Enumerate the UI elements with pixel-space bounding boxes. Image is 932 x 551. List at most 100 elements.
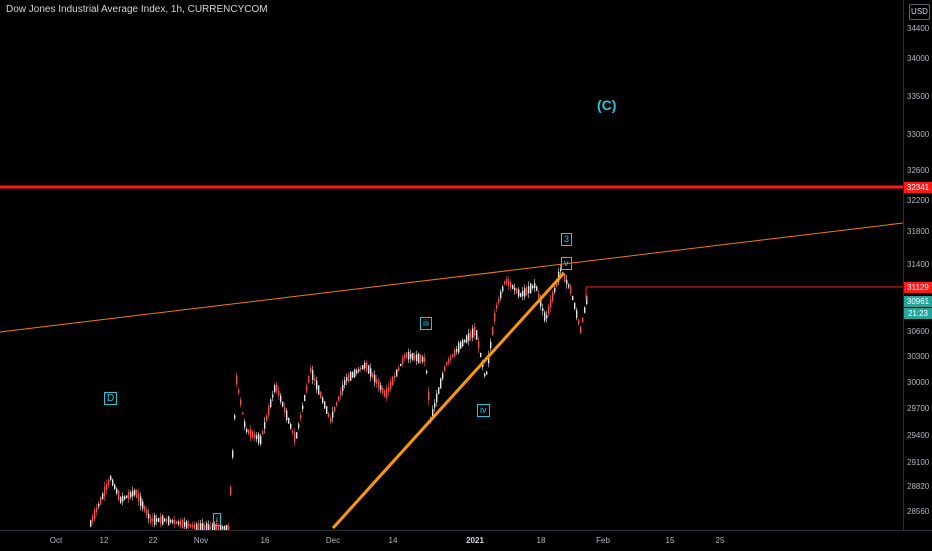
channel-line[interactable] bbox=[0, 222, 904, 333]
candle-body bbox=[324, 401, 326, 409]
candle-body bbox=[536, 286, 538, 291]
candle-body bbox=[92, 516, 94, 522]
candle-body bbox=[174, 519, 176, 525]
candle-body bbox=[470, 331, 472, 339]
candle-body bbox=[494, 312, 496, 322]
candle-body bbox=[116, 488, 118, 494]
candle-body bbox=[370, 368, 372, 377]
price-tick: 30300 bbox=[907, 352, 930, 361]
price-tick: 31400 bbox=[907, 260, 930, 269]
candle-body bbox=[114, 484, 116, 490]
candle-body bbox=[486, 371, 488, 375]
candle-body bbox=[336, 402, 338, 406]
candle-body bbox=[164, 518, 166, 522]
candle-body bbox=[338, 396, 340, 401]
candle-body bbox=[206, 523, 208, 533]
candle-body bbox=[178, 521, 180, 525]
time-axis[interactable] bbox=[0, 530, 932, 551]
candle-body bbox=[258, 433, 260, 444]
candle-body bbox=[168, 516, 170, 526]
candle-body bbox=[454, 349, 456, 357]
candle-body bbox=[566, 279, 568, 285]
candle-body bbox=[420, 355, 422, 363]
wave-label-iii: iii bbox=[420, 317, 432, 330]
time-tick: 2021 bbox=[466, 536, 484, 545]
candle-body bbox=[230, 487, 232, 495]
candle-body bbox=[204, 525, 206, 531]
price-tick: 32600 bbox=[907, 166, 930, 175]
candle-body bbox=[210, 526, 212, 530]
candle-body bbox=[570, 286, 572, 294]
candle-body bbox=[436, 393, 438, 403]
candle-body bbox=[526, 287, 528, 295]
candle-body bbox=[450, 356, 452, 360]
candle-body bbox=[386, 388, 388, 398]
candle-body bbox=[144, 506, 146, 512]
candle-body bbox=[330, 417, 332, 423]
candle-body bbox=[350, 371, 352, 381]
trend-line[interactable] bbox=[331, 271, 566, 530]
candle-body bbox=[234, 415, 236, 419]
price-tick: 34000 bbox=[907, 54, 930, 63]
candle-body bbox=[294, 432, 296, 443]
candle-body bbox=[544, 312, 546, 321]
candle-body bbox=[474, 326, 476, 336]
candle-body bbox=[576, 310, 578, 318]
candle-body bbox=[160, 516, 162, 524]
candle-body bbox=[484, 373, 486, 377]
candle-body bbox=[366, 362, 368, 371]
candle-body bbox=[348, 374, 350, 382]
candle-body bbox=[290, 423, 292, 429]
candle-body bbox=[488, 354, 490, 364]
candle-body bbox=[154, 515, 156, 525]
candle-body bbox=[310, 367, 312, 373]
candle-body bbox=[444, 366, 446, 372]
candle-body bbox=[490, 341, 492, 349]
candle-body bbox=[572, 295, 574, 301]
candle-body bbox=[180, 520, 182, 527]
currency-button[interactable]: USD bbox=[909, 4, 930, 20]
candle-body bbox=[512, 285, 514, 289]
candle-body bbox=[434, 403, 436, 408]
candle-body bbox=[368, 365, 370, 374]
candle-body bbox=[134, 489, 136, 496]
candle-body bbox=[356, 370, 358, 374]
candle-body bbox=[406, 352, 408, 359]
time-tick: Feb bbox=[596, 536, 610, 545]
candle-body bbox=[272, 394, 274, 398]
candle-body bbox=[274, 385, 276, 393]
candle-body bbox=[212, 524, 214, 532]
candle-body bbox=[400, 363, 402, 367]
candle-body bbox=[520, 293, 522, 297]
candle-body bbox=[208, 524, 210, 532]
candle-body bbox=[560, 268, 562, 272]
candle-body bbox=[502, 286, 504, 292]
candle-body bbox=[266, 415, 268, 421]
candle-body bbox=[418, 353, 420, 363]
candle-body bbox=[478, 341, 480, 349]
price-tick: 29400 bbox=[907, 431, 930, 440]
candle-body bbox=[518, 289, 520, 297]
candle-body bbox=[358, 368, 360, 372]
candle-body bbox=[586, 296, 588, 304]
candle-body bbox=[218, 525, 220, 531]
candle-body bbox=[284, 407, 286, 413]
candle-body bbox=[320, 391, 322, 399]
price-axis[interactable] bbox=[903, 0, 932, 530]
candle-body bbox=[226, 524, 228, 532]
candle-body bbox=[432, 409, 434, 416]
candle-body bbox=[106, 484, 108, 490]
price-tick: 28820 bbox=[907, 482, 930, 491]
candle-body bbox=[142, 501, 144, 509]
candle-body bbox=[292, 430, 294, 433]
candle-body bbox=[534, 283, 536, 289]
candle-body bbox=[192, 525, 194, 528]
candle-body bbox=[362, 364, 364, 370]
candle-body bbox=[170, 519, 172, 523]
countdown-tag: 21:23 bbox=[904, 308, 932, 319]
candle-body bbox=[96, 507, 98, 512]
candle-body bbox=[516, 288, 518, 294]
candle-body bbox=[100, 497, 102, 505]
